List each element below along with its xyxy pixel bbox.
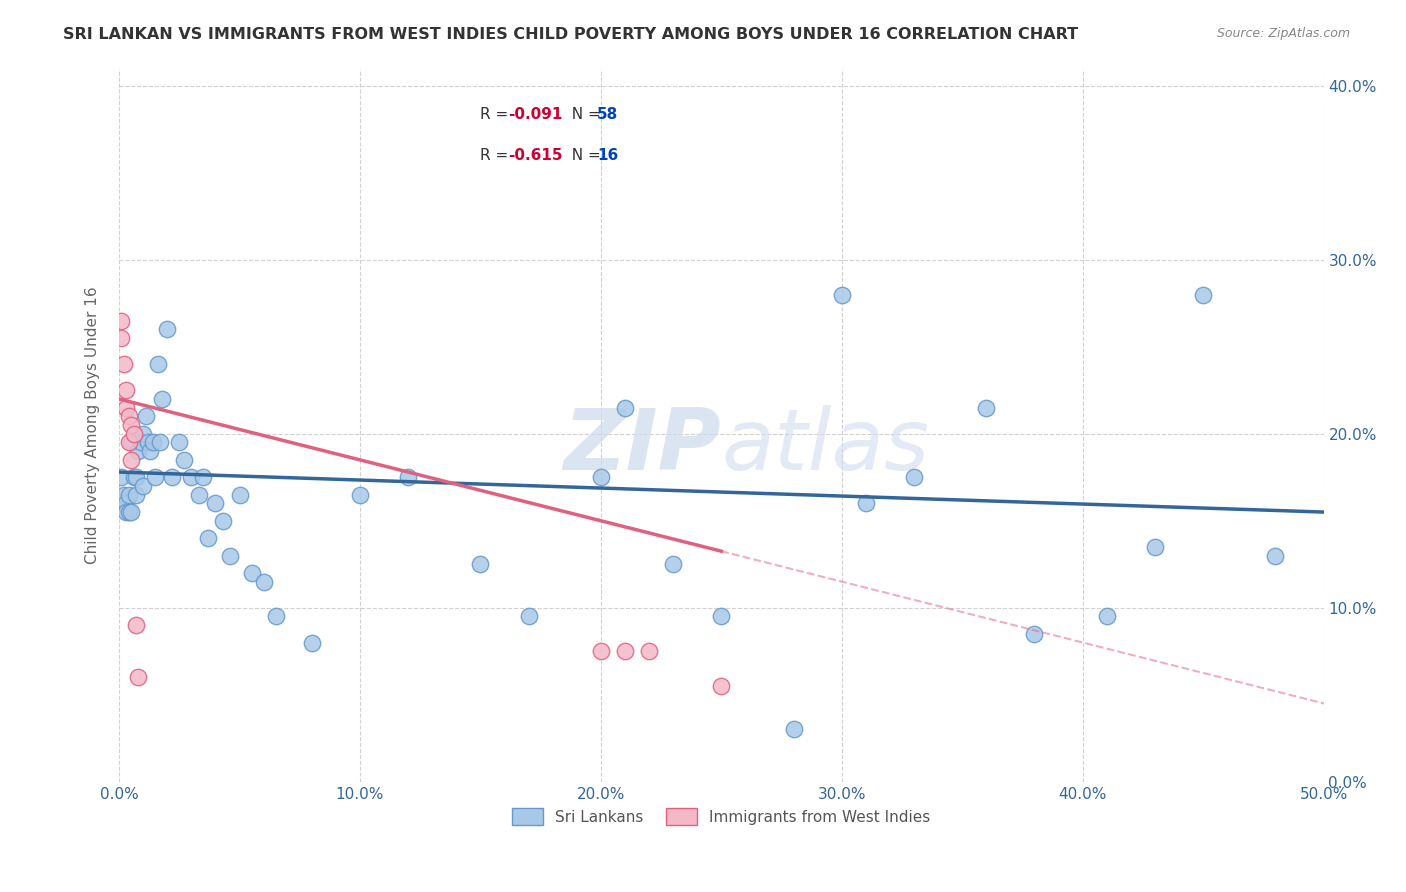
Point bbox=[152, 392, 174, 406]
Point bbox=[115, 384, 138, 398]
Point bbox=[349, 488, 371, 502]
Point bbox=[662, 558, 685, 572]
Point bbox=[252, 574, 274, 589]
Point bbox=[160, 470, 183, 484]
Legend: Sri Lankans, Immigrants from West Indies: Sri Lankans, Immigrants from West Indies bbox=[503, 798, 939, 835]
Text: -0.615: -0.615 bbox=[508, 148, 562, 163]
Point bbox=[110, 470, 132, 484]
Point bbox=[143, 470, 166, 484]
Point bbox=[156, 322, 179, 336]
Point bbox=[173, 453, 195, 467]
Point bbox=[193, 470, 215, 484]
Point bbox=[125, 488, 148, 502]
Point bbox=[197, 531, 219, 545]
Point bbox=[240, 566, 263, 580]
Text: Source: ZipAtlas.com: Source: ZipAtlas.com bbox=[1216, 27, 1350, 40]
Point bbox=[142, 435, 165, 450]
Point bbox=[589, 644, 612, 658]
Point bbox=[129, 435, 152, 450]
Point bbox=[122, 470, 145, 484]
Point bbox=[301, 635, 323, 649]
Point bbox=[187, 488, 209, 502]
Text: SRI LANKAN VS IMMIGRANTS FROM WEST INDIES CHILD POVERTY AMONG BOYS UNDER 16 CORR: SRI LANKAN VS IMMIGRANTS FROM WEST INDIE… bbox=[63, 27, 1078, 42]
Point bbox=[112, 357, 135, 371]
Point bbox=[211, 514, 233, 528]
Point bbox=[613, 401, 636, 415]
Point bbox=[710, 609, 733, 624]
Point bbox=[118, 488, 141, 502]
Point bbox=[855, 496, 877, 510]
Point bbox=[120, 418, 142, 433]
Point bbox=[122, 426, 145, 441]
Point bbox=[135, 409, 157, 424]
Point bbox=[264, 609, 287, 624]
Point bbox=[169, 435, 191, 450]
Text: N =: N = bbox=[562, 107, 606, 122]
Text: atlas: atlas bbox=[721, 405, 929, 488]
Point bbox=[110, 314, 132, 328]
Point bbox=[118, 409, 141, 424]
Point bbox=[517, 609, 540, 624]
Point bbox=[1095, 609, 1118, 624]
Point bbox=[115, 401, 138, 415]
Point bbox=[228, 488, 250, 502]
Point bbox=[1143, 540, 1166, 554]
Point bbox=[396, 470, 419, 484]
Point bbox=[110, 331, 132, 345]
Point bbox=[976, 401, 998, 415]
Point bbox=[613, 644, 636, 658]
Point bbox=[136, 435, 159, 450]
Point bbox=[146, 357, 169, 371]
Text: 16: 16 bbox=[598, 148, 619, 163]
Point bbox=[149, 435, 172, 450]
Point bbox=[112, 488, 135, 502]
Point bbox=[180, 470, 202, 484]
Point bbox=[120, 453, 142, 467]
Point bbox=[125, 470, 148, 484]
Text: R =: R = bbox=[481, 107, 513, 122]
Text: ZIP: ZIP bbox=[564, 405, 721, 488]
Point bbox=[1264, 549, 1286, 563]
Point bbox=[110, 496, 132, 510]
Point bbox=[118, 435, 141, 450]
Point bbox=[470, 558, 492, 572]
Point bbox=[127, 444, 149, 458]
Text: N =: N = bbox=[562, 148, 606, 163]
Text: 58: 58 bbox=[598, 107, 619, 122]
Point bbox=[115, 496, 138, 510]
Point bbox=[638, 644, 661, 658]
Point bbox=[139, 444, 162, 458]
Point bbox=[782, 723, 804, 737]
Point bbox=[589, 470, 612, 484]
Point bbox=[204, 496, 226, 510]
Point bbox=[132, 426, 155, 441]
Point bbox=[125, 618, 148, 632]
Point bbox=[710, 679, 733, 693]
Point bbox=[132, 479, 155, 493]
Point bbox=[120, 435, 142, 450]
Point bbox=[1192, 287, 1215, 301]
Point bbox=[831, 287, 853, 301]
Text: -0.091: -0.091 bbox=[508, 107, 562, 122]
Point bbox=[218, 549, 240, 563]
Point bbox=[120, 505, 142, 519]
Point bbox=[115, 505, 138, 519]
Point bbox=[118, 505, 141, 519]
Point bbox=[903, 470, 925, 484]
Text: R =: R = bbox=[481, 148, 513, 163]
Point bbox=[127, 670, 149, 684]
Point bbox=[1024, 627, 1046, 641]
Y-axis label: Child Poverty Among Boys Under 16: Child Poverty Among Boys Under 16 bbox=[86, 286, 100, 564]
